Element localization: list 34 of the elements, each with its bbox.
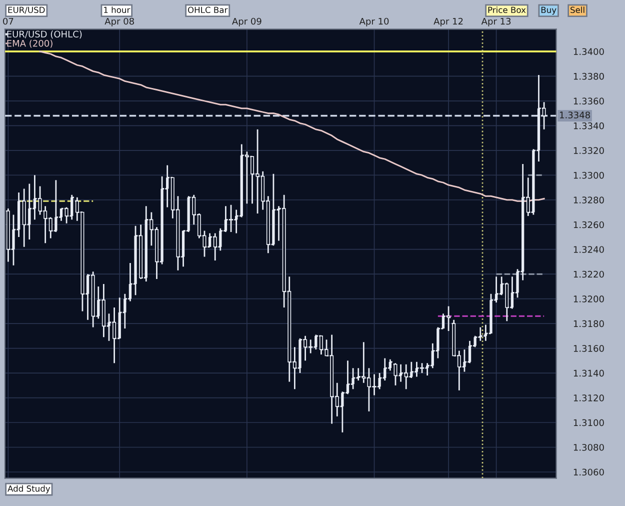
x-tick-label: Apr 09 (232, 18, 262, 26)
y-tick-label: 1.3280 (574, 196, 604, 204)
y-tick-label: 1.3300 (574, 172, 604, 179)
legend-label: EMA (200) (7, 40, 52, 48)
x-tick-label: Apr 13 (481, 18, 511, 26)
y-tick-label: 1.3120 (574, 394, 604, 402)
text: Sell (570, 6, 584, 14)
x-tick-label: Apr 08 (104, 18, 134, 26)
y-tick-label: 1.3160 (574, 345, 604, 352)
y-tick-label: 1.3180 (574, 320, 604, 328)
y-tick-label: 1.3080 (574, 444, 604, 451)
y-tick-label: 1.3220 (574, 270, 604, 278)
y-tick-label: 1.3260 (574, 221, 604, 228)
x-tick-label: 07 (3, 18, 14, 25)
y-tick-label: 1.3360 (574, 98, 604, 104)
y-tick-label: 1.3240 (574, 246, 604, 253)
text: Price Box (488, 6, 526, 14)
y-tick-label: 1.3380 (574, 72, 604, 80)
text: Add Study (8, 485, 50, 494)
text: OHLC Bar (188, 6, 228, 14)
text: 1 hour (104, 6, 130, 14)
y-tick-label: 1.3320 (574, 147, 604, 154)
y-tick-label: 1.3100 (574, 419, 604, 426)
y-tick-label: 1.3400 (574, 48, 604, 56)
text: Buy (541, 6, 556, 15)
ref-line-label: 1.3348 (560, 112, 590, 118)
x-tick-label: Apr 12 (434, 18, 463, 26)
y-tick-label: 1.3200 (574, 296, 604, 302)
x-tick-label: Apr 10 (359, 18, 389, 26)
y-tick-label: 1.3060 (574, 468, 604, 476)
y-tick-label: 1.3140 (574, 370, 604, 377)
y-tick-label: 1.3340 (574, 122, 604, 130)
legend-label: EUR/USD (OHLC) (7, 30, 82, 39)
text: EUR/USD (8, 6, 45, 14)
